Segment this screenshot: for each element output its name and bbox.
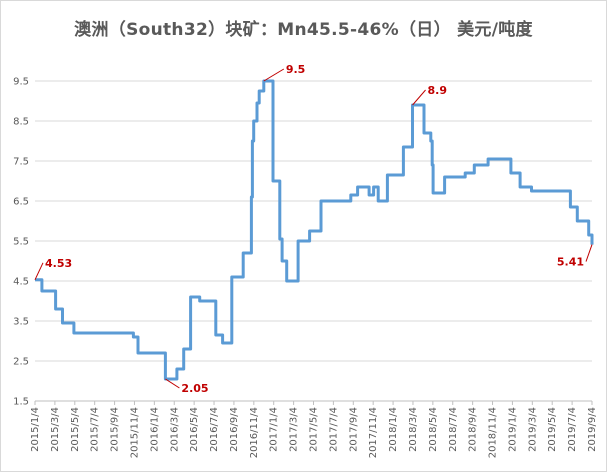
price-series-line <box>35 79 594 381</box>
x-tick-label: 2019/7/4 <box>567 407 578 452</box>
x-tick-label: 2017/11/4 <box>368 407 379 458</box>
x-tick-label: 2018/1/4 <box>388 407 399 452</box>
x-tick-label: 2017/5/4 <box>309 407 320 452</box>
x-tick-label: 2016/9/4 <box>229 407 240 452</box>
x-tick-label: 2015/9/4 <box>110 407 121 452</box>
x-tick-label: 2017/3/4 <box>289 407 300 452</box>
annotation-label: 2.05 <box>181 382 208 395</box>
annotation-leader <box>263 68 285 82</box>
x-tick-label: 2019/5/4 <box>547 407 558 452</box>
chart-title: 澳洲（South32）块矿：Mn45.5-46%（日） 美元/吨度 <box>74 20 533 40</box>
x-tick-label: 2019/1/4 <box>507 407 518 452</box>
x-tick-label: 2018/5/4 <box>428 407 439 452</box>
y-tick-label: 2.5 <box>13 357 29 368</box>
annotation-label: 4.53 <box>45 257 72 270</box>
x-tick-label: 2018/9/4 <box>468 407 479 452</box>
x-tick-label: 2015/11/4 <box>129 407 140 458</box>
x-tick-label: 2016/5/4 <box>189 407 200 452</box>
y-tick-label: 1.5 <box>13 397 29 408</box>
x-tick-label: 2019/9/4 <box>587 407 598 452</box>
x-tick-label: 2015/5/4 <box>70 407 81 452</box>
x-tick-label: 2016/3/4 <box>169 407 180 452</box>
y-tick-label: 6.5 <box>13 197 29 208</box>
y-tick-label: 7.5 <box>13 157 29 168</box>
x-tick-label: 2017/1/4 <box>269 407 280 452</box>
x-tick-label: 2015/3/4 <box>50 407 61 452</box>
annotation-label: 8.9 <box>428 84 448 97</box>
y-tick-label: 8.5 <box>13 117 29 128</box>
x-tick-label: 2018/3/4 <box>408 407 419 452</box>
annotation-leader <box>412 89 426 106</box>
x-tick-label: 2016/1/4 <box>149 407 160 452</box>
x-tick-label: 2018/7/4 <box>448 407 459 452</box>
y-tick-label: 3.5 <box>13 317 29 328</box>
x-tick-label: 2016/11/4 <box>249 407 260 458</box>
x-tick-label: 2016/7/4 <box>209 407 220 452</box>
annotation-leader <box>165 378 180 389</box>
annotation-label: 5.41 <box>557 256 584 269</box>
x-tick-label: 2017/7/4 <box>328 407 339 452</box>
annotation-leader <box>34 262 44 281</box>
x-tick-label: 2017/9/4 <box>348 407 359 452</box>
x-tick-label: 2015/7/4 <box>90 407 101 452</box>
annotation-label: 9.5 <box>286 63 306 76</box>
annotation-leader <box>585 244 593 262</box>
y-tick-label: 4.5 <box>13 277 29 288</box>
y-tick-label: 5.5 <box>13 237 29 248</box>
x-tick-label: 2018/11/4 <box>488 407 499 458</box>
x-tick-label: 2015/1/4 <box>30 407 41 452</box>
y-tick-label: 9.5 <box>13 77 29 88</box>
x-tick-label: 2019/3/4 <box>527 407 538 452</box>
